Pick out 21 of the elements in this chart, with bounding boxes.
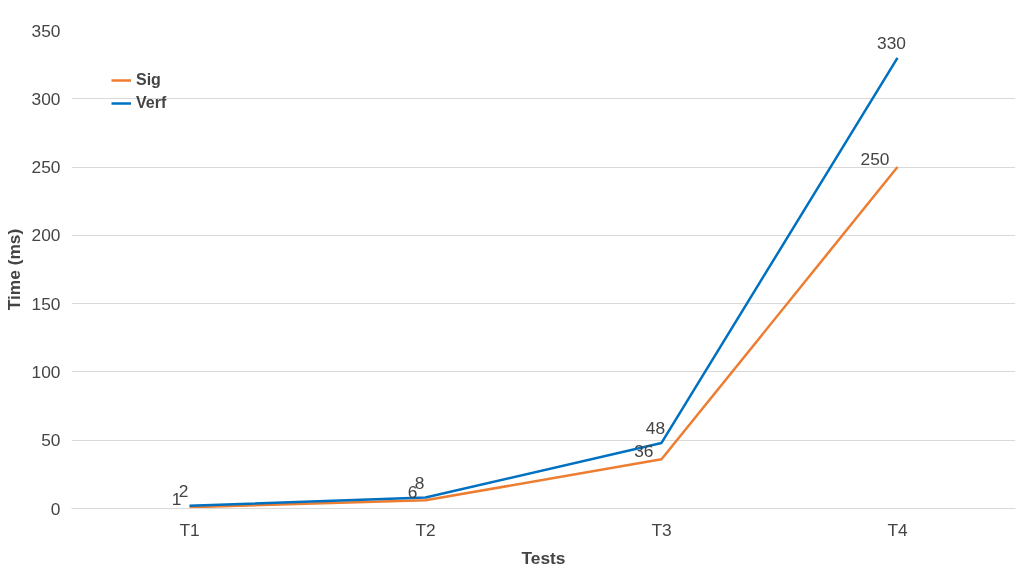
x-tick-label: T4 [887, 519, 908, 540]
legend-label: Sig [136, 71, 161, 89]
y-tick-label: 250 [31, 157, 61, 178]
y-axis-title: Time (ms) [3, 228, 24, 311]
line-series [188, 165, 899, 509]
data-label: 250 [860, 149, 890, 170]
data-label: 330 [877, 32, 906, 53]
x-axis-title: Tests [521, 547, 566, 568]
x-tick-label: T1 [179, 519, 200, 540]
data-label: 48 [645, 417, 666, 438]
x-tick-label: T2 [415, 519, 436, 540]
y-tick-label: 150 [31, 293, 61, 314]
legend-label: Verf [136, 94, 167, 112]
y-tick-label: 200 [31, 225, 61, 246]
y-tick-label: 50 [41, 430, 61, 451]
line-series [188, 56, 899, 508]
y-tick-label: 0 [50, 498, 61, 519]
y-tick-label: 300 [31, 88, 61, 109]
y-tick-label: 100 [31, 361, 61, 382]
x-tick-label: T3 [651, 519, 672, 540]
y-tick-label: 350 [31, 20, 61, 41]
